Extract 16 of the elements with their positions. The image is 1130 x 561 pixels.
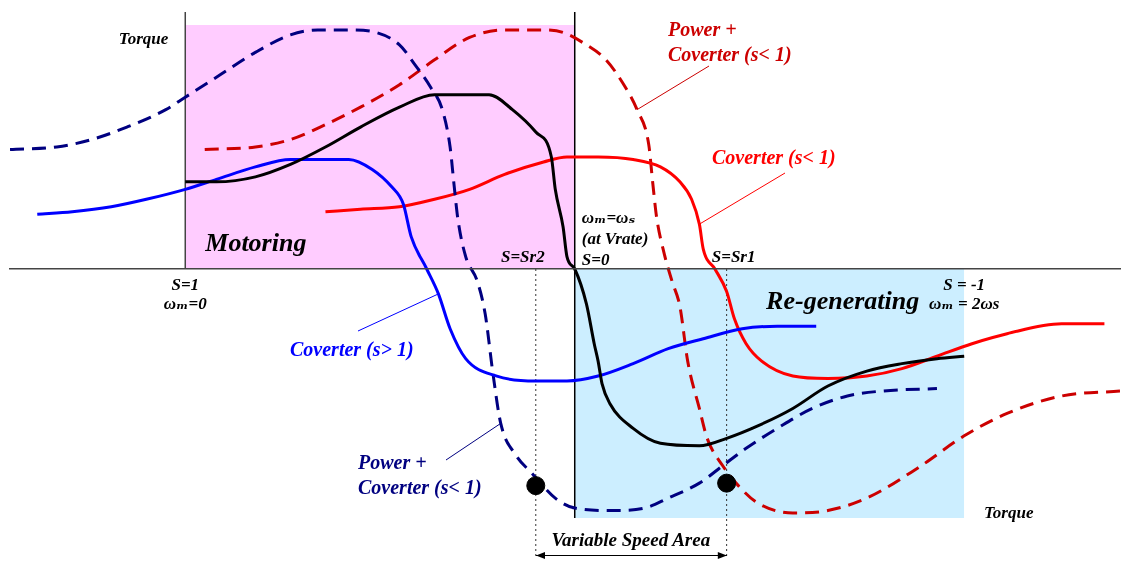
text: Variable Speed Area [551,529,711,550]
annotation: ωₘ = 2ωs [929,294,1000,313]
series-label: Coverter (s< 1) [712,146,836,169]
x-tick-label: S = -1 [943,275,986,295]
series-label: Motoring [204,228,307,257]
y-axis-title: Torque [118,29,169,48]
series-label: Re-generating [765,286,920,315]
x-tick-label: S=1 [171,275,200,295]
legend-label: Coverter (s> 1) [290,338,414,361]
annotation: Torque [984,503,1034,522]
series-label: Power + Coverter (s< 1) [357,451,482,499]
ref-line-label: S=Sr2 [500,247,546,266]
ref-line-label: S=Sr1 [711,247,756,266]
ref-line-label: ωₘ=ωₛ (at Vrate) S=0 [581,208,649,269]
text: Power + Coverter (s< 1) [667,18,792,66]
annotation: ωₘ=0 [163,294,208,313]
